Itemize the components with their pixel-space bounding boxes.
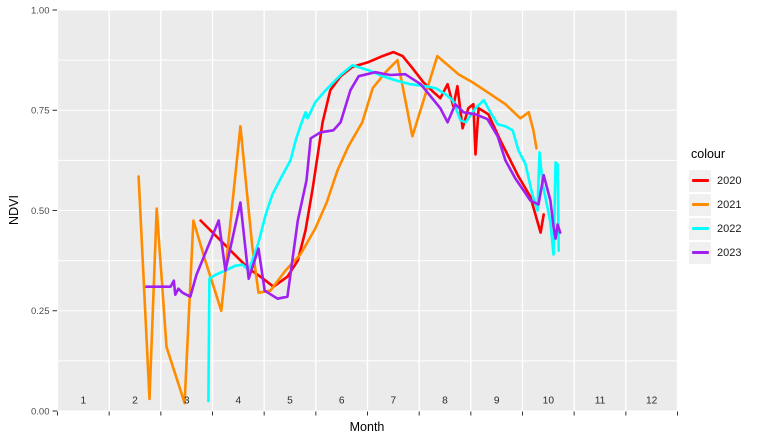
y-tick-label: 0.25 bbox=[31, 306, 50, 317]
series-line-2023 bbox=[145, 70, 562, 301]
x-axis-title: Month bbox=[349, 420, 385, 434]
x-tick-label: 12 bbox=[646, 396, 658, 407]
x-tick-label: 2 bbox=[132, 396, 138, 407]
legend-items: 2020 2021 2022 2023 bbox=[689, 169, 773, 264]
legend-label-2021: 2021 bbox=[717, 198, 742, 211]
x-tick-label: 5 bbox=[287, 396, 293, 407]
legend-item-2022: 2022 bbox=[689, 217, 773, 240]
y-tick-label: 0.75 bbox=[31, 106, 50, 117]
x-tick-label: 4 bbox=[235, 396, 241, 407]
legend-key-2020 bbox=[689, 169, 711, 192]
legend-label-2020: 2020 bbox=[717, 174, 742, 187]
x-tick-label: 11 bbox=[595, 396, 606, 407]
series-line-2020 bbox=[199, 50, 546, 289]
legend-swatch-2020 bbox=[691, 179, 709, 182]
y-axis-title: NDVI bbox=[7, 195, 21, 225]
legend-swatch-2023 bbox=[691, 251, 709, 254]
axis-ticks bbox=[52, 9, 678, 416]
x-tick-label: 9 bbox=[494, 396, 500, 407]
legend-key-2021 bbox=[689, 193, 711, 216]
x-tick-label: 10 bbox=[543, 396, 555, 407]
legend-label-2023: 2023 bbox=[717, 246, 742, 259]
x-tick-label: 3 bbox=[184, 396, 190, 407]
legend-item-2020: 2020 bbox=[689, 169, 773, 192]
y-tick-label: 1.00 bbox=[31, 5, 50, 16]
series-line-2022 bbox=[207, 64, 561, 403]
x-tick-label: 1 bbox=[80, 396, 86, 407]
legend-item-2023: 2023 bbox=[689, 241, 773, 264]
legend-label-2022: 2022 bbox=[717, 222, 742, 235]
series-line-2021 bbox=[137, 54, 538, 405]
x-tick-label: 6 bbox=[339, 396, 345, 407]
y-tick-label: 0.50 bbox=[31, 206, 50, 217]
legend-swatch-2021 bbox=[691, 203, 709, 206]
gridlines bbox=[56, 9, 679, 412]
x-tick-label: 8 bbox=[442, 396, 448, 407]
y-tick-label: 0.00 bbox=[31, 406, 50, 417]
legend-item-2021: 2021 bbox=[689, 193, 773, 216]
legend-key-2023 bbox=[689, 241, 711, 264]
legend-swatch-2022 bbox=[691, 227, 709, 230]
data-series bbox=[137, 50, 562, 405]
x-tick-label: 7 bbox=[390, 396, 396, 407]
legend-title: colour bbox=[691, 147, 726, 161]
legend-key-2022 bbox=[689, 217, 711, 240]
legend: colour 2020 2021 2022 2023 bbox=[689, 147, 773, 265]
axis-tick-labels: 0.000.250.500.751.001 2 3 4 5 6 7 8 9 10 11 12 bbox=[31, 5, 658, 417]
